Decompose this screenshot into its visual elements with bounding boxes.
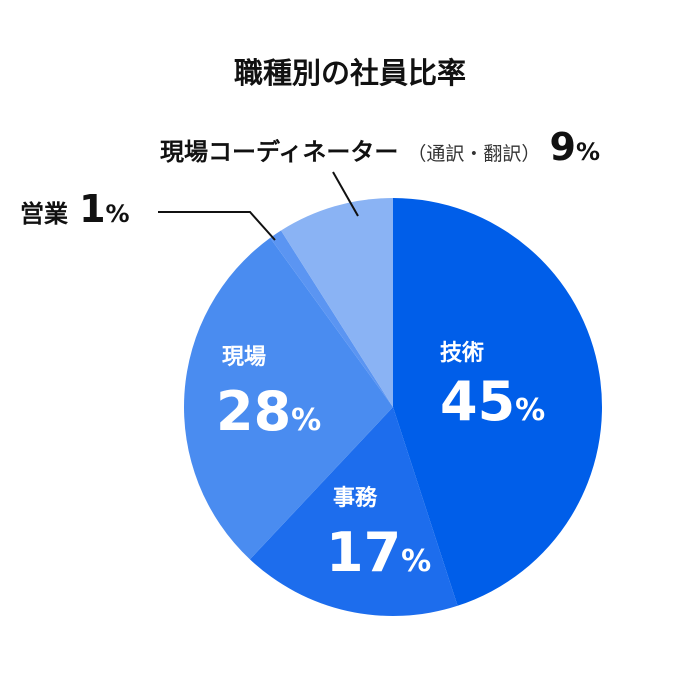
pie-slices bbox=[184, 198, 602, 616]
slice-name-field: 現場 bbox=[222, 345, 266, 370]
slice-label-sales: 営業 1% bbox=[20, 187, 130, 231]
pie-slice-coordinator bbox=[281, 198, 393, 407]
pie-slice-office bbox=[249, 407, 458, 616]
slice-label-coordinator: 現場コーディネーター （通訳・翻訳） 9% bbox=[160, 125, 600, 169]
slice-value-tech: 45% bbox=[440, 370, 545, 433]
slice-value-office: 17% bbox=[326, 521, 431, 584]
pie-slice-field bbox=[184, 237, 393, 560]
chart-title: 職種別の社員比率 bbox=[234, 56, 466, 90]
pie-slice-tech bbox=[393, 198, 602, 606]
slice-name-office: 事務 bbox=[333, 485, 378, 511]
slice-name-tech: 技術 bbox=[440, 340, 484, 366]
pie-slice-sales bbox=[270, 230, 393, 407]
leader-line-coordinator bbox=[332, 171, 359, 217]
slice-value-field: 28% bbox=[216, 380, 321, 443]
leader-line-sales bbox=[158, 211, 276, 241]
